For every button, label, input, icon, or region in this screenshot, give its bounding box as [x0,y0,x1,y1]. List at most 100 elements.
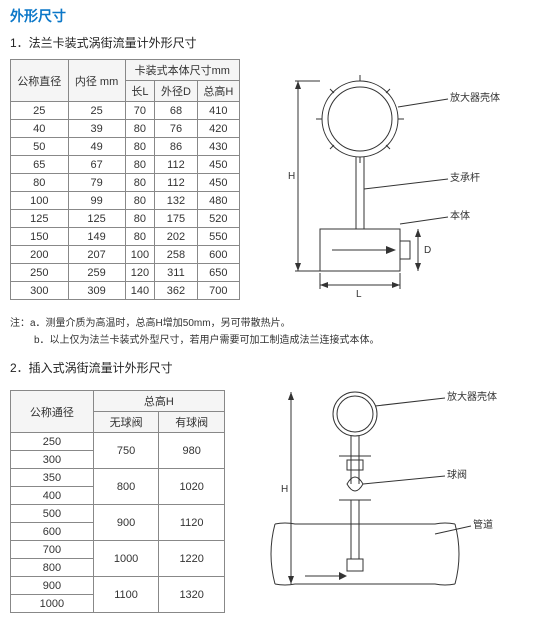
table-cell: 100 [125,246,155,264]
table-cell: 112 [155,174,197,192]
dim-l: L [356,289,362,300]
table-row: 807980112450 [11,174,240,192]
table-cell: 125 [68,210,125,228]
table-cell: 900 [93,505,159,541]
table-cell: 250 [11,433,94,451]
table-cell: 132 [155,192,197,210]
table-cell: 25 [11,102,69,120]
table-row: 1009980132480 [11,192,240,210]
section1-title: 1．法兰卡装式涡街流量计外形尺寸 [10,34,540,51]
table-cell: 150 [11,228,69,246]
lbl-body: 本体 [450,209,470,222]
table-cell: 250 [11,264,69,282]
table-cell: 112 [155,156,197,174]
table-cell: 70 [125,102,155,120]
section2-table-wrap: 公称通径 总高H 无球阀 有球阀 25075098030035080010204… [10,384,225,613]
col-dn2: 公称通径 [11,391,94,433]
table-cell: 100 [11,192,69,210]
table-row: 12512580175520 [11,210,240,228]
table-cell: 400 [11,487,94,505]
dim-h2: H [281,484,288,495]
table-cell: 480 [197,192,239,210]
table-cell: 500 [11,505,94,523]
table-cell: 700 [11,541,94,559]
table-cell: 750 [93,433,159,469]
table-cell: 80 [125,156,155,174]
table-cell: 80 [11,174,69,192]
table-row: 40398076420 [11,120,240,138]
table-cell: 120 [125,264,155,282]
col-dims: 卡装式本体尺寸mm [125,60,239,81]
table-row: 90011001320 [11,577,225,595]
table-row: 200207100258600 [11,246,240,264]
table-cell: 80 [125,120,155,138]
page-title: 外形尺寸 [10,6,540,26]
col-novalve: 无球阀 [93,412,159,433]
table-row: 5009001120 [11,505,225,523]
table-cell: 259 [68,264,125,282]
table-cell: 86 [155,138,197,156]
section2-diagram: H 放大器壳体 球阀 管道 [235,384,540,604]
table-cell: 99 [68,192,125,210]
note-b: b．以上仅为法兰卡装式外型尺寸，若用户需要可加工制造成法兰连接式本体。 [10,332,540,349]
table-cell: 362 [155,282,197,300]
col-dn: 公称直径 [11,60,69,102]
section2-table: 公称通径 总高H 无球阀 有球阀 25075098030035080010204… [10,390,225,613]
col-valve: 有球阀 [159,412,225,433]
dim-h: H [288,171,295,182]
table-cell: 68 [155,102,197,120]
table-cell: 311 [155,264,197,282]
section1-table-wrap: 公称直径 内径 mm 卡装式本体尺寸mm 长L 外径D 总高H 25257068… [10,59,240,300]
table-cell: 65 [11,156,69,174]
table-row: 3508001020 [11,469,225,487]
table-cell: 300 [11,282,69,300]
table-cell: 520 [197,210,239,228]
table-cell: 350 [11,469,94,487]
col-id: 内径 mm [68,60,125,102]
table-cell: 900 [11,577,94,595]
table-cell: 200 [11,246,69,264]
table-cell: 67 [68,156,125,174]
table-row: 250259120311650 [11,264,240,282]
table-row: 656780112450 [11,156,240,174]
table-cell: 175 [155,210,197,228]
dim-d: D [424,245,431,256]
table-cell: 1000 [11,595,94,613]
lbl-valve: 球阀 [447,468,467,481]
section1-table: 公称直径 内径 mm 卡装式本体尺寸mm 长L 外径D 总高H 25257068… [10,59,240,300]
col-d: 外径D [155,81,197,102]
section1-diagram: H L D 放大器壳体 支承杆 本体 [250,59,540,309]
table-cell: 80 [125,228,155,246]
table-row: 300309140362700 [11,282,240,300]
section1-notes: 注：a．测量介质为高温时，总高H增加50mm，另可带散热片。 b．以上仅为法兰卡… [10,315,540,349]
table-cell: 80 [125,210,155,228]
table-cell: 76 [155,120,197,138]
lbl-pipe: 管道 [473,518,493,531]
table-cell: 80 [125,174,155,192]
table-cell: 430 [197,138,239,156]
table-cell: 140 [125,282,155,300]
table-cell: 800 [93,469,159,505]
table-cell: 650 [197,264,239,282]
table-cell: 207 [68,246,125,264]
table-cell: 39 [68,120,125,138]
table-cell: 1320 [159,577,225,613]
table-cell: 600 [11,523,94,541]
note-a: 注：a．测量介质为高温时，总高H增加50mm，另可带散热片。 [10,315,540,332]
table-cell: 149 [68,228,125,246]
table-cell: 410 [197,102,239,120]
diagram1-svg: H L D 放大器壳体 支承杆 本体 [250,59,510,309]
table-cell: 40 [11,120,69,138]
table-cell: 50 [11,138,69,156]
table-row: 50498086430 [11,138,240,156]
table-cell: 1000 [93,541,159,577]
table-cell: 202 [155,228,197,246]
table-cell: 258 [155,246,197,264]
table-cell: 80 [125,192,155,210]
table-cell: 980 [159,433,225,469]
table-cell: 300 [11,451,94,469]
table-row: 25257068410 [11,102,240,120]
lbl-rod: 支承杆 [450,172,480,184]
table-cell: 600 [197,246,239,264]
table-cell: 309 [68,282,125,300]
